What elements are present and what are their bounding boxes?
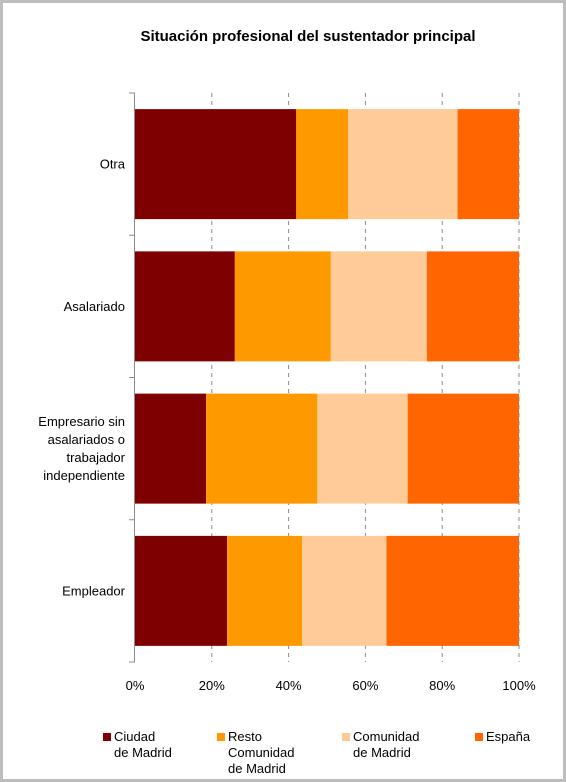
legend-label: España (486, 729, 531, 744)
category-label: Empresario sin asalariados o trabajador ind… (38, 414, 125, 483)
bar-segment (330, 251, 427, 362)
legend-item: España (475, 729, 531, 744)
legend-swatch (342, 733, 350, 741)
bar-segment (206, 393, 318, 504)
x-tick-label: 40% (276, 678, 302, 693)
category-labels: Otra Asalariado Empresario sin asalariados … (38, 157, 125, 599)
category-label: Asalariado (64, 299, 125, 314)
x-tick-label: 60% (352, 678, 378, 693)
legend-label: Comunidad de Madrid (353, 729, 420, 760)
legend-swatch (217, 733, 225, 741)
bar-segment (227, 535, 303, 646)
legend: Ciudad de Madrid Resto Comunidad de Madrid Co… (103, 729, 531, 776)
x-tick-label: 20% (199, 678, 225, 693)
legend-label: Resto Comunidad de Madrid (228, 729, 295, 776)
bar-segment (457, 109, 519, 220)
legend-label: Ciudad de Madrid (114, 729, 172, 760)
legend-item: Resto Comunidad de Madrid (217, 729, 295, 776)
x-tick-label: 100% (502, 678, 536, 693)
bar-segment (302, 535, 387, 646)
category-label: Empleador (62, 583, 126, 598)
bar-segment (296, 109, 349, 220)
bar-segment (386, 535, 519, 646)
bar-segment (135, 393, 207, 504)
bar-segment (426, 251, 519, 362)
legend-item: Ciudad de Madrid (103, 729, 172, 760)
x-tick-label: 0% (126, 678, 145, 693)
x-tick-label: 80% (429, 678, 455, 693)
bar-segment (407, 393, 519, 504)
legend-swatch (103, 733, 111, 741)
bars (135, 109, 519, 646)
axes (129, 92, 135, 663)
legend-item: Comunidad de Madrid (342, 729, 420, 760)
chart-title: Situación profesional del sustentador pr… (140, 28, 475, 45)
legend-swatch (475, 733, 483, 741)
bar-segment (135, 251, 235, 362)
x-tick-labels: 0% 20% 40% 60% 80% 100% (126, 678, 536, 693)
bar-segment (234, 251, 331, 362)
bar-segment (135, 109, 297, 220)
category-label: Otra (100, 157, 126, 172)
bar-segment (348, 109, 458, 220)
bar-segment (317, 393, 408, 504)
bar-segment (135, 535, 228, 646)
